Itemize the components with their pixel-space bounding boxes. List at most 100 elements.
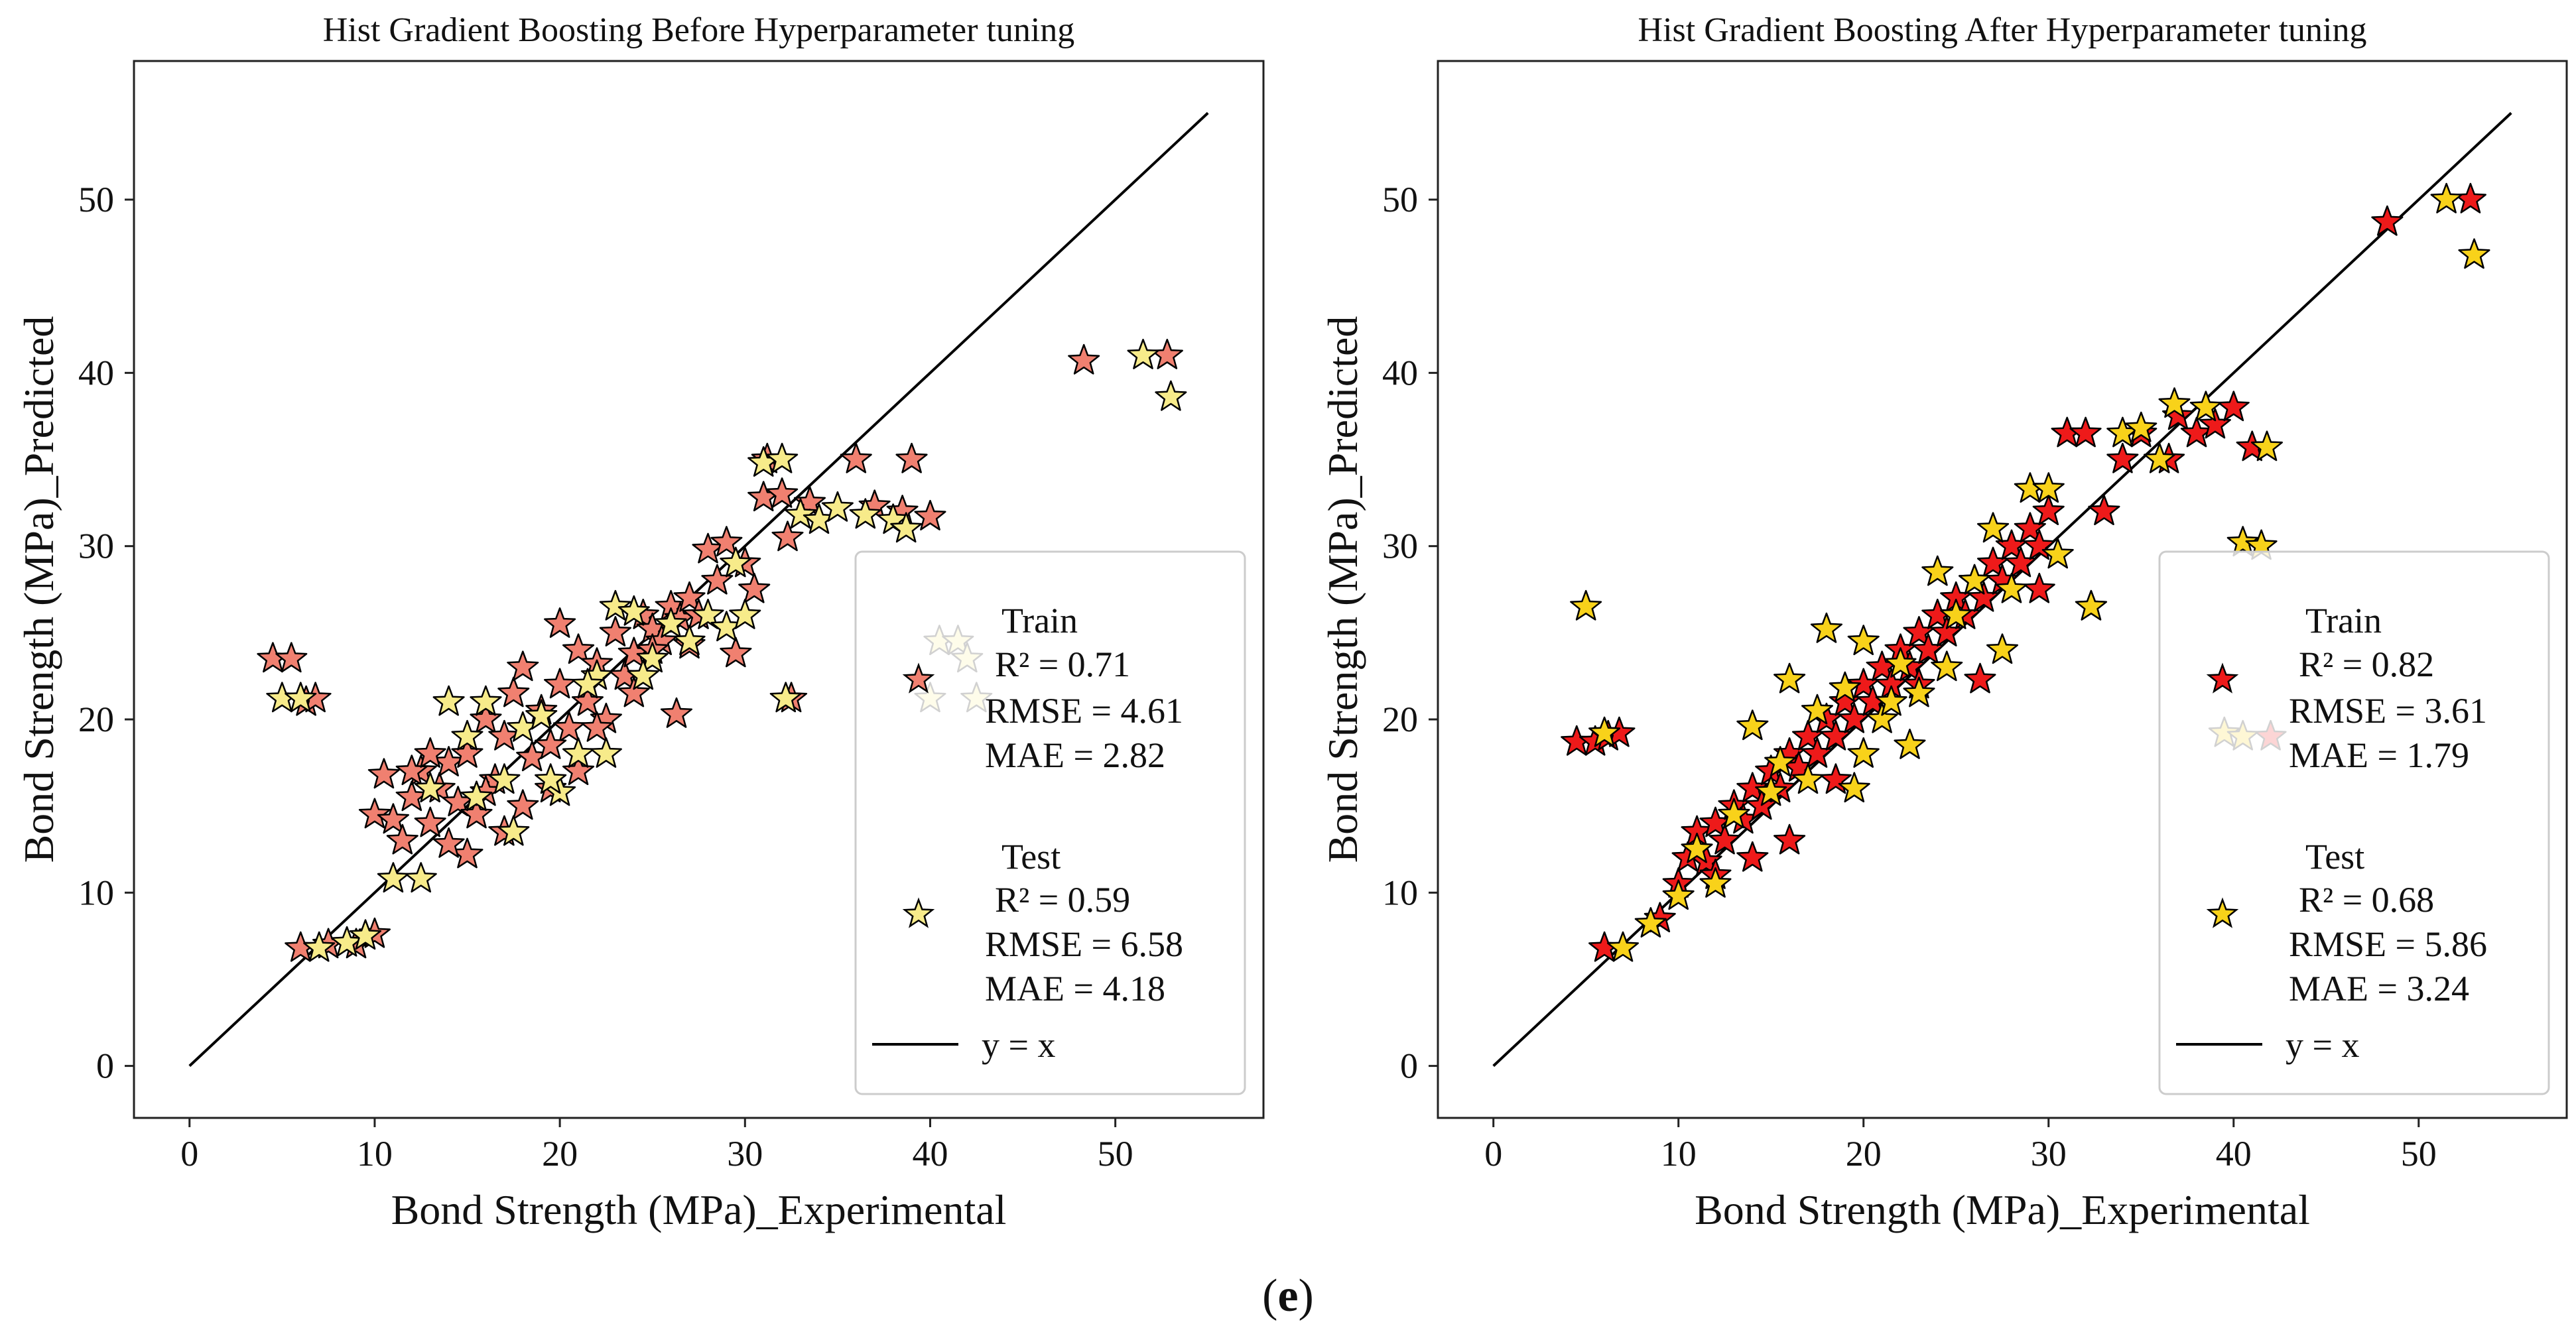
x-tick-label: 10 bbox=[357, 1134, 393, 1174]
train-point bbox=[1736, 841, 1769, 872]
legend-train-marker bbox=[2206, 662, 2239, 694]
x-axis-label: Bond Strength (MPa)_Experimental bbox=[391, 1186, 1007, 1233]
legend-line-label: y = x bbox=[2286, 1025, 2359, 1065]
train-point bbox=[1964, 662, 1996, 694]
test-point bbox=[1976, 512, 2010, 543]
train-point bbox=[451, 737, 483, 768]
train-point bbox=[386, 824, 419, 855]
panel-before-tuning: Hist Gradient Boosting Before Hyperparam… bbox=[15, 11, 1265, 1233]
test-point bbox=[1588, 716, 1621, 747]
legend-test-rmse: RMSE = 5.86 bbox=[2289, 924, 2487, 964]
legend-box bbox=[854, 550, 1246, 1095]
test-point bbox=[2032, 472, 2065, 503]
train-point bbox=[507, 789, 539, 820]
x-tick-label: 40 bbox=[2216, 1134, 2252, 1174]
test-point bbox=[1875, 685, 1907, 716]
legend-train-rmse: RMSE = 4.61 bbox=[985, 691, 1183, 731]
test-point bbox=[1662, 879, 1695, 910]
test-point bbox=[2458, 238, 2490, 269]
x-tick-label: 10 bbox=[1661, 1134, 1697, 1174]
test-point bbox=[1127, 338, 1159, 369]
legend-test-r2: R² = 0.59 bbox=[995, 880, 1130, 920]
test-point bbox=[2125, 411, 2157, 442]
y-tick-label: 40 bbox=[78, 353, 114, 393]
train-point bbox=[580, 711, 613, 742]
train-point bbox=[414, 737, 446, 768]
train-point bbox=[2106, 442, 2139, 473]
train-point bbox=[460, 798, 493, 829]
test-point bbox=[535, 763, 567, 794]
x-tick-label: 20 bbox=[542, 1134, 578, 1174]
train-point bbox=[1773, 824, 1806, 855]
test-point bbox=[1755, 775, 1787, 806]
test-point bbox=[1681, 832, 1713, 863]
x-tick-label: 20 bbox=[1846, 1134, 1882, 1174]
legend-train-r2: R² = 0.71 bbox=[995, 644, 1130, 684]
test-point bbox=[1773, 662, 1806, 694]
test-point bbox=[285, 682, 317, 713]
train-point bbox=[507, 650, 539, 682]
plot-frame bbox=[133, 60, 1265, 1119]
test-point bbox=[1829, 671, 1861, 702]
test-point bbox=[303, 931, 336, 962]
caption-letter: e bbox=[1277, 1270, 1299, 1321]
train-point bbox=[544, 668, 576, 699]
legend-train-title: Train bbox=[2305, 601, 2382, 641]
test-point bbox=[766, 442, 799, 473]
test-point bbox=[1764, 746, 1797, 776]
legend-train-mae: MAE = 2.82 bbox=[985, 735, 1165, 775]
y-tick-label: 20 bbox=[1382, 700, 1418, 739]
legend-test-rmse: RMSE = 6.58 bbox=[985, 924, 1183, 964]
legend-line-label: y = x bbox=[982, 1025, 1055, 1065]
test-point bbox=[1801, 694, 1834, 725]
x-tick-label: 30 bbox=[2031, 1134, 2067, 1174]
test-point bbox=[432, 685, 465, 716]
test-point bbox=[497, 815, 530, 846]
test-point bbox=[1959, 564, 1991, 595]
test-point bbox=[1847, 625, 1880, 656]
legend-test-title: Test bbox=[2305, 837, 2364, 877]
train-point bbox=[914, 499, 946, 530]
train-point bbox=[552, 711, 586, 742]
caption-open: ( bbox=[1262, 1270, 1278, 1321]
x-tick-label: 50 bbox=[2401, 1134, 2437, 1174]
train-point bbox=[766, 477, 799, 508]
test-point bbox=[1931, 650, 1963, 682]
test-point bbox=[451, 719, 483, 751]
train-point bbox=[2371, 205, 2404, 236]
test-point bbox=[1155, 380, 1187, 411]
test-point bbox=[349, 919, 382, 950]
test-point bbox=[821, 491, 854, 522]
test-point bbox=[849, 498, 881, 529]
test-point bbox=[2430, 182, 2463, 214]
legend-box bbox=[2158, 550, 2550, 1095]
test-point bbox=[692, 598, 724, 629]
y-tick-label: 0 bbox=[1400, 1046, 1418, 1086]
test-point bbox=[1791, 763, 1825, 794]
test-point bbox=[525, 699, 558, 730]
test-point bbox=[1736, 709, 1769, 741]
test-point bbox=[460, 780, 493, 812]
test-point bbox=[655, 607, 687, 638]
test-point bbox=[488, 763, 521, 794]
train-point bbox=[720, 637, 752, 668]
legend-test-marker bbox=[902, 897, 935, 928]
test-point bbox=[571, 668, 604, 699]
x-tick-label: 0 bbox=[180, 1134, 198, 1174]
x-tick-label: 50 bbox=[1098, 1134, 1133, 1174]
caption-close: ) bbox=[1298, 1270, 1314, 1321]
legend-test-title: Test bbox=[1001, 837, 1061, 877]
test-point bbox=[769, 682, 802, 713]
plot-frame bbox=[1437, 60, 2568, 1119]
test-point bbox=[636, 642, 669, 673]
x-axis-label: Bond Strength (MPa)_Experimental bbox=[1695, 1186, 2310, 1233]
train-point bbox=[673, 581, 706, 612]
train-point bbox=[1819, 763, 1852, 794]
test-point bbox=[1570, 589, 1602, 621]
legend-train-mae: MAE = 1.79 bbox=[2289, 735, 2469, 775]
y-tick-label: 50 bbox=[78, 180, 114, 219]
test-point bbox=[784, 498, 817, 529]
x-tick-label: 30 bbox=[727, 1134, 763, 1174]
test-point bbox=[720, 546, 752, 578]
